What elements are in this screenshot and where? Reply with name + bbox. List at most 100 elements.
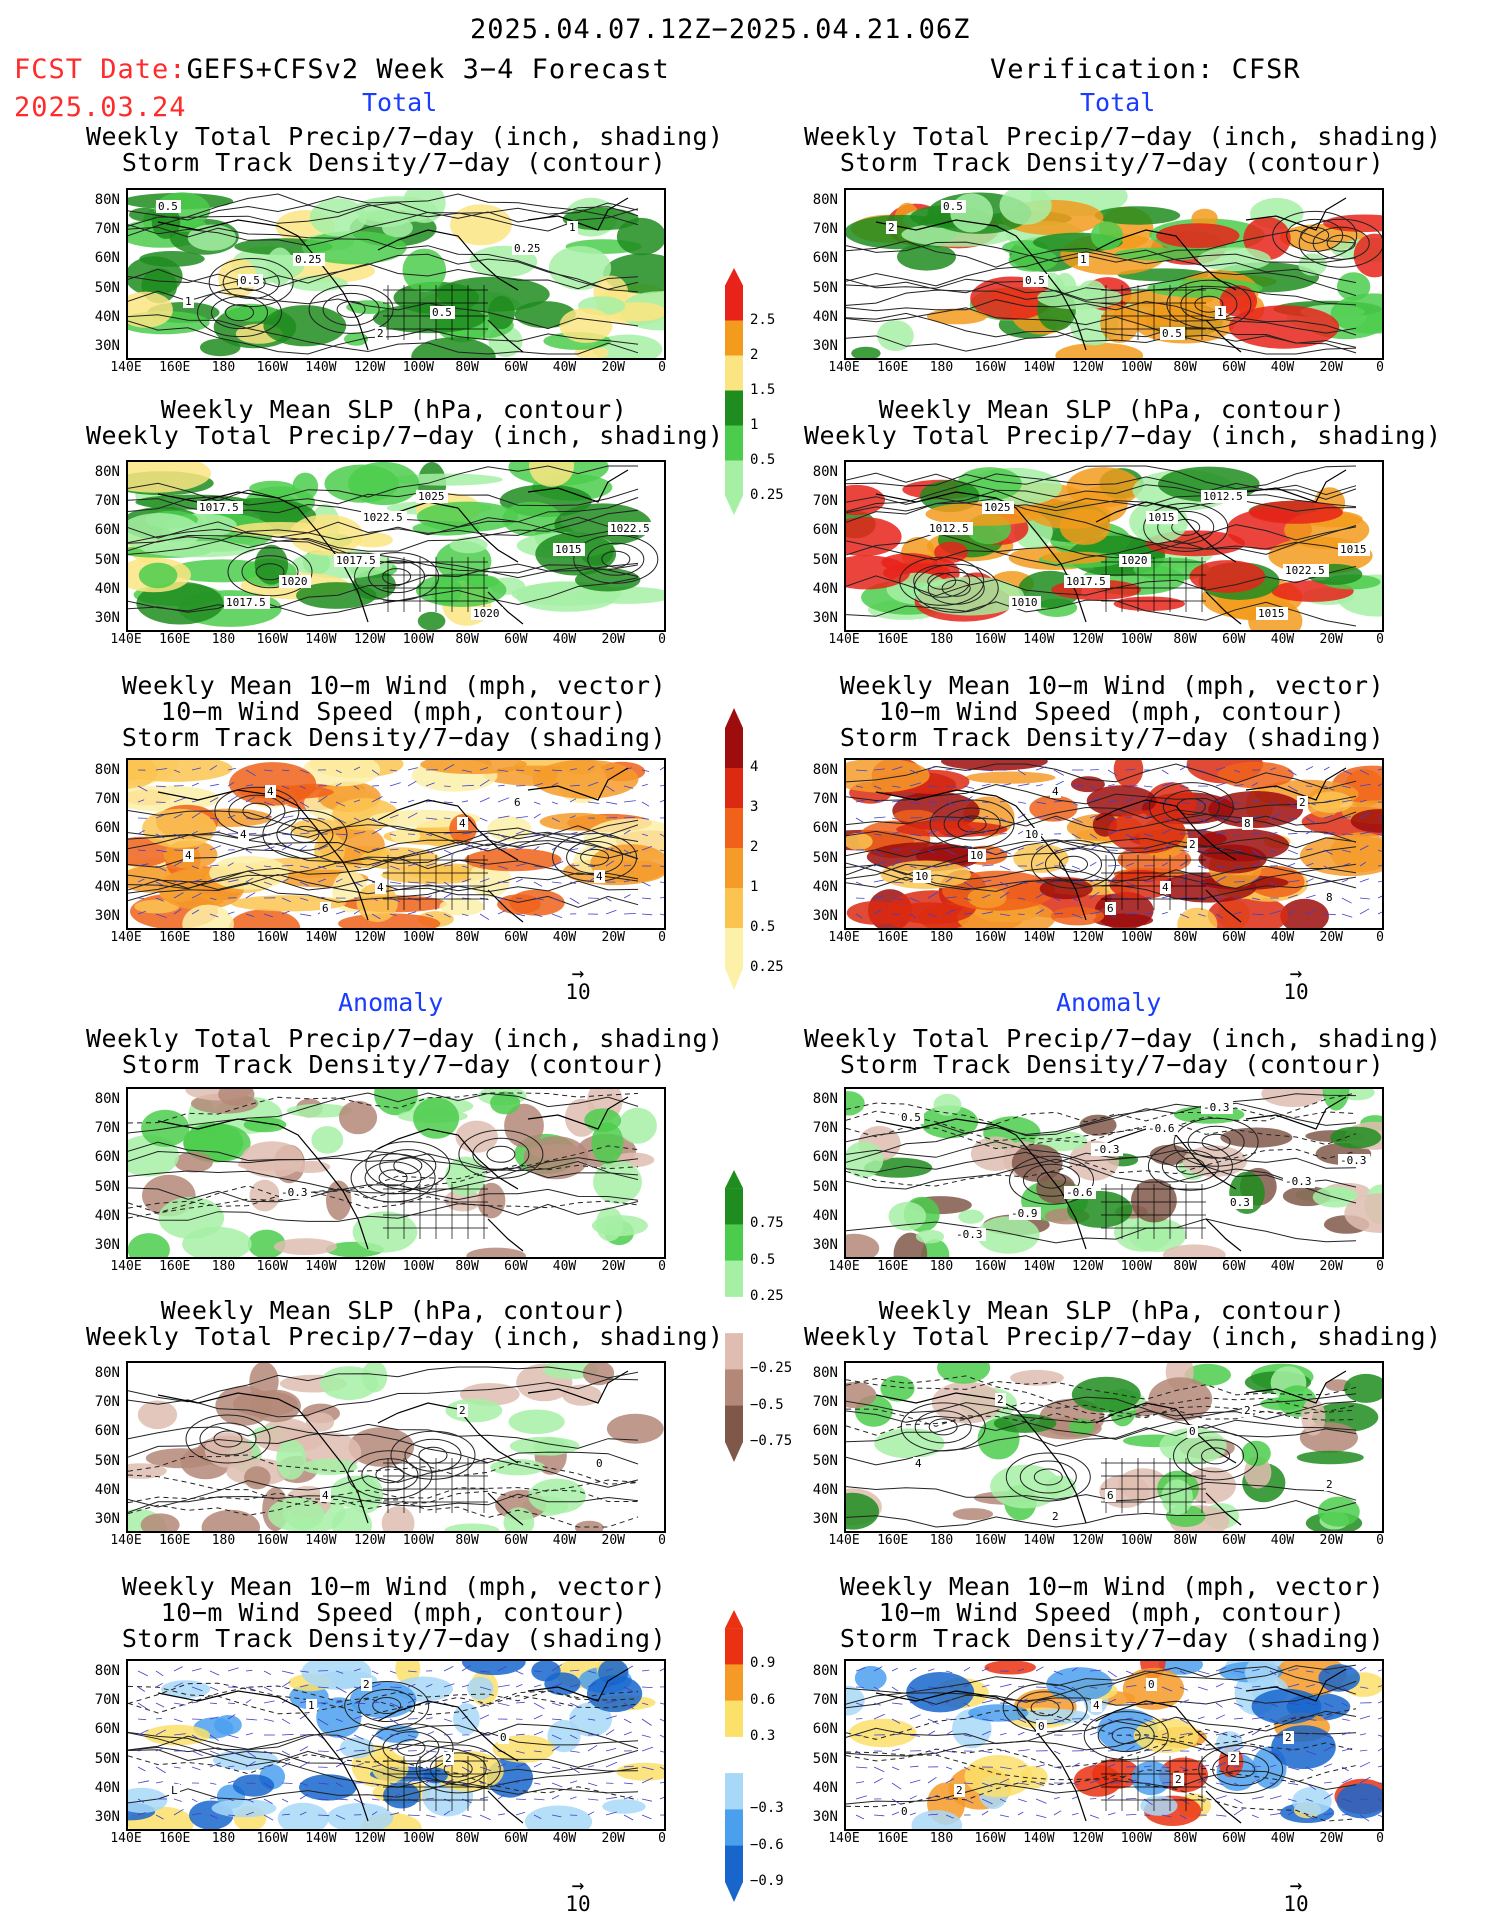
wind-vector (1017, 847, 1025, 851)
wind-vector (1125, 797, 1135, 803)
contour-label-bg (899, 1805, 910, 1818)
colorbar-label: 0.9 (750, 1655, 776, 1672)
wind-vector (497, 1813, 505, 1816)
contour-line (846, 271, 1357, 306)
wind-vector (641, 1718, 652, 1726)
wind-vector (533, 813, 541, 819)
lon-tick-label: 80W (1173, 930, 1197, 945)
lat-tick-label: 30N (812, 1809, 838, 1825)
wind-vector (263, 1814, 274, 1821)
contour-label-bg (1091, 1699, 1102, 1712)
shading-patch (348, 1427, 415, 1467)
shading-patch (877, 320, 914, 351)
shading-patch (213, 1749, 278, 1771)
contour-line (846, 498, 1357, 514)
contour-label: 0.5 (1162, 327, 1182, 340)
map-field: -0.3 (128, 1089, 657, 1257)
contour-label-bg (169, 1784, 180, 1797)
contour-label: -0.6 (1066, 1186, 1093, 1199)
wind-vector (1359, 878, 1369, 883)
shading-patch (941, 760, 1048, 771)
contour-line (846, 1123, 1357, 1150)
contour-label-bg (954, 1784, 965, 1797)
wind-vector (605, 1796, 618, 1800)
shading-patch (952, 1508, 994, 1521)
wind-vector (1377, 895, 1382, 899)
wind-vector (1089, 1779, 1100, 1784)
lat-tick-label: 40N (94, 1481, 120, 1498)
wind-vector (891, 1702, 903, 1705)
wind-vector (245, 796, 255, 803)
lon-tick-label: 100W (1120, 360, 1153, 375)
wind-vector (155, 1766, 166, 1774)
wind-vector (515, 897, 523, 899)
contour-line (128, 224, 639, 290)
shading-patch (1330, 1126, 1382, 1149)
wind-vector (443, 801, 453, 804)
contour-label-bg (1036, 1720, 1047, 1733)
wind-vector (1287, 1702, 1300, 1705)
wind-vector (963, 1782, 974, 1785)
contour-label-bg (1105, 902, 1116, 915)
lat-tick-label: 60N (812, 522, 838, 539)
lon-tick-label: 80W (1173, 632, 1197, 647)
contour-label: 0.5 (943, 200, 963, 213)
wind-vector (1143, 1734, 1151, 1739)
wind-vector (1305, 878, 1314, 883)
wind-vector (945, 785, 957, 788)
wind-vector (1197, 1747, 1205, 1752)
wind-vector (1233, 1717, 1244, 1720)
shading-patch (263, 305, 347, 347)
wind-vector (1251, 862, 1261, 867)
contour-line (128, 1423, 639, 1458)
wind-vector (479, 848, 489, 851)
lon-tick-label: 60W (504, 930, 528, 945)
lon-tick-label: 100W (402, 360, 435, 375)
wind-vector (909, 1700, 917, 1704)
wind-vector (407, 1670, 417, 1673)
wind-vector (855, 865, 863, 868)
closed-contour (344, 1681, 430, 1730)
colorbar-label: 1 (750, 879, 759, 895)
wind-vector (1125, 881, 1135, 887)
shading-patch (128, 785, 220, 812)
wind-vector (963, 1734, 972, 1737)
shading-patch (201, 1509, 260, 1531)
wind-vector (1197, 801, 1208, 804)
wind-vector (1359, 812, 1371, 819)
wind-vector (909, 849, 922, 853)
contour-label: 1015 (1340, 543, 1367, 556)
contour-label: 0 (1038, 1720, 1045, 1733)
wind-vector (1143, 1749, 1153, 1752)
wind-vector (551, 845, 559, 851)
wind-vector (317, 1686, 329, 1689)
wind-vector (981, 801, 989, 803)
lon-tick-label: 40W (1270, 1831, 1295, 1846)
closed-contour (899, 556, 985, 606)
wind-vector (963, 897, 971, 901)
wind-vector (263, 769, 273, 772)
wind-vector (891, 913, 900, 916)
colorbar-segment (725, 1736, 743, 1774)
wind-vector (855, 799, 866, 803)
contour-label-bg (1228, 1752, 1239, 1765)
lat-tick-label: 60N (94, 1423, 120, 1440)
wind-vector (909, 1779, 921, 1784)
lon-tick-label: 0 (1376, 1831, 1384, 1846)
wind-vector (659, 896, 664, 899)
wind-vector (245, 849, 253, 854)
wind-vector (855, 1766, 868, 1769)
lat-tick-label: 40N (94, 1207, 120, 1224)
shading-patch (140, 1513, 180, 1531)
wind-vector (389, 1766, 399, 1770)
lon-tick-label: 20W (601, 632, 625, 647)
wind-vector (1377, 1814, 1382, 1818)
lat-tick-label: 30N (94, 908, 120, 924)
contour-label: 1012.5 (1203, 490, 1243, 503)
shading-patch (230, 895, 347, 912)
contour-line (846, 327, 1357, 352)
wind-vector (1125, 1702, 1137, 1704)
wind-vector (1179, 860, 1189, 867)
shading-patch (587, 1675, 643, 1713)
wind-vector (1269, 1795, 1282, 1800)
